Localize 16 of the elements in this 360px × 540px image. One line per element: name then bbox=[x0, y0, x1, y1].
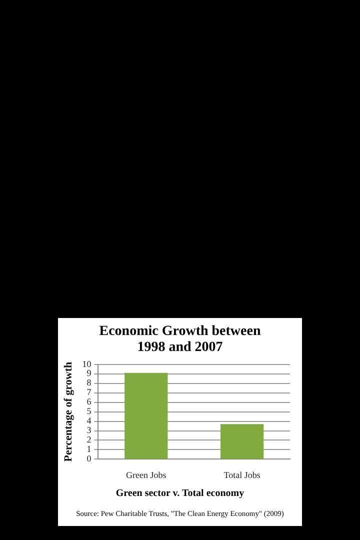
x-axis-title: Green sector v. Total economy bbox=[114, 488, 246, 499]
y-tick-label: 4 bbox=[86, 416, 92, 426]
y-tick-label: 10 bbox=[82, 358, 92, 369]
y-tick-label: 5 bbox=[86, 406, 92, 416]
y-axis-title: Percentage of growth bbox=[62, 362, 74, 462]
y-tick-label: 7 bbox=[86, 387, 92, 398]
y-tick-label: 0 bbox=[86, 454, 92, 464]
y-tick-label: 8 bbox=[86, 378, 92, 388]
y-tick-label: 3 bbox=[86, 425, 92, 436]
y-tick-label: 2 bbox=[86, 434, 92, 445]
y-tick-label: 1 bbox=[86, 444, 92, 454]
y-tick-label: 6 bbox=[86, 396, 92, 407]
x-tick-label: Green Jobs bbox=[126, 470, 167, 480]
x-tick-label: Total Jobs bbox=[224, 470, 261, 480]
chart-title: Economic Growth between 1998 and 2007 bbox=[98, 323, 262, 356]
y-tick-label: 9 bbox=[86, 368, 92, 378]
